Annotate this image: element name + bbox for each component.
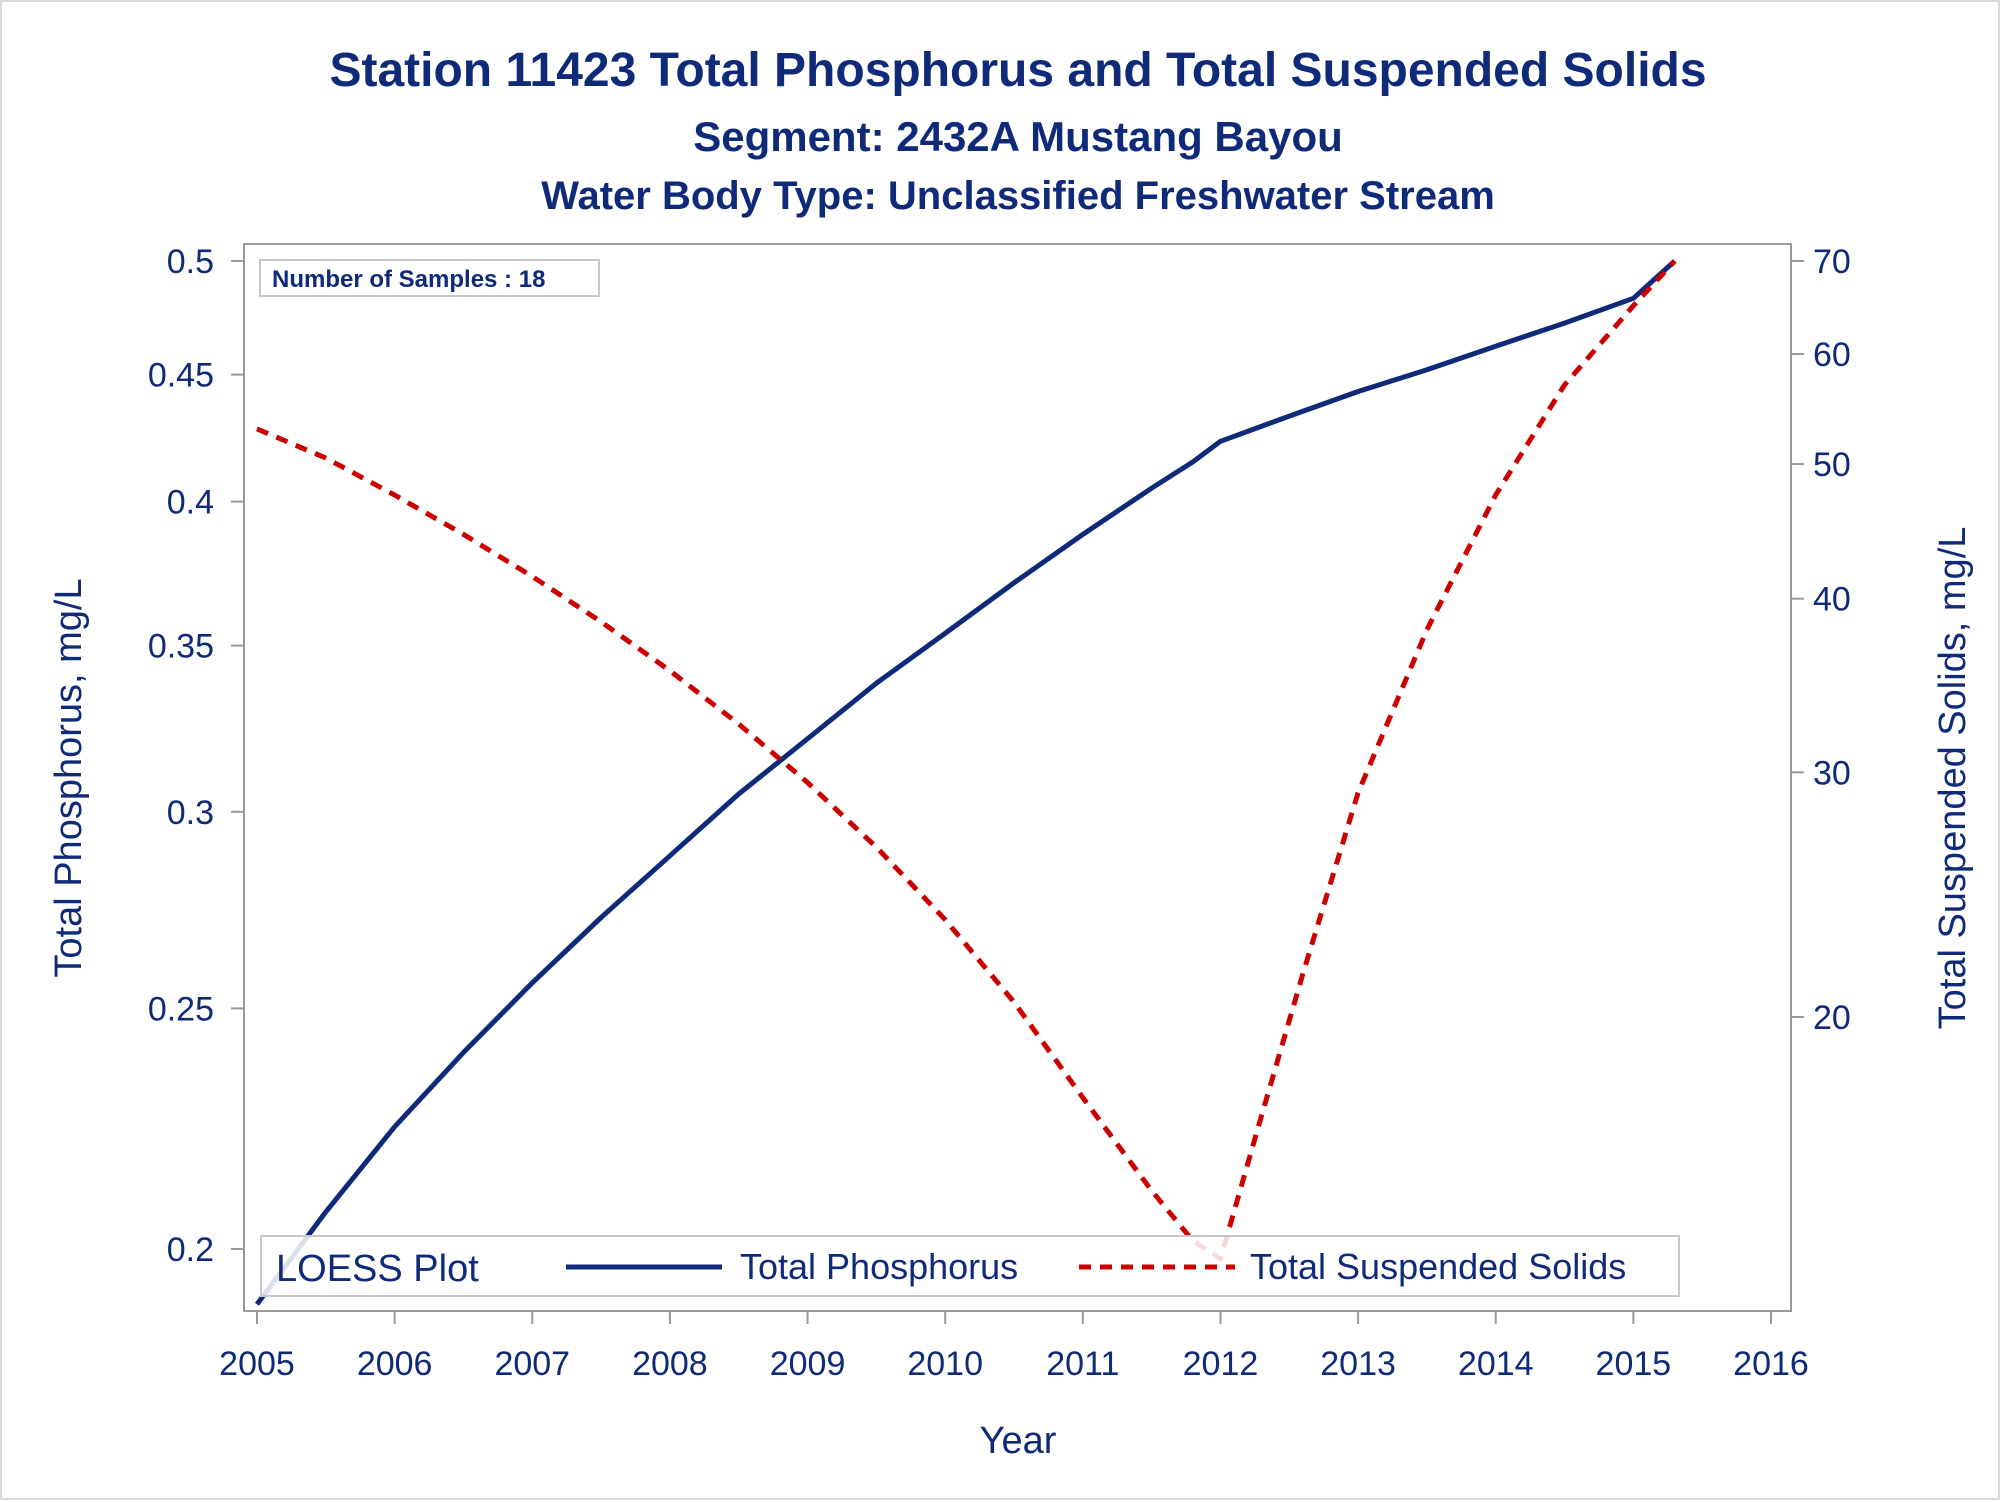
y-tick-label: 0.5 [167,243,214,281]
y2-tick-label: 50 [1813,446,1851,484]
x-tick-label: 2012 [1183,1345,1259,1383]
x-tick-label: 2005 [219,1345,295,1383]
y-axis-right: 20 30 40 50 60 70 [1791,243,1851,1037]
x-tick-label: 2006 [357,1345,433,1383]
sample-count-text: Number of Samples : 18 [272,266,545,293]
y-tick-label: 0.2 [167,1231,214,1269]
x-axis-label: Year [980,1420,1057,1462]
y2-tick-label: 60 [1813,336,1851,374]
y-tick-label: 0.35 [148,628,214,666]
y-tick-label: 0.4 [167,484,214,522]
y-tick-label: 0.25 [148,990,214,1028]
x-tick-label: 2014 [1458,1345,1534,1383]
sample-count-inset: Number of Samples : 18 [259,259,600,297]
series-layer [254,259,1677,1306]
y-axis-left: 0.2 0.25 0.3 0.35 0.4 0.45 0.5 [148,243,244,1269]
legend-title: LOESS Plot [276,1248,479,1290]
y2-tick-label: 40 [1813,581,1851,619]
y2-tick-label: 20 [1813,999,1851,1037]
x-axis: 2005 2006 2007 2008 2009 2010 2011 2012 2013 2014… [219,1311,1809,1383]
x-tick-label: 2008 [632,1345,708,1383]
y-tick-label: 0.3 [167,794,214,832]
sample-count-box [259,259,600,297]
legend-label-phosphorus: Total Phosphorus [740,1246,1018,1287]
y2-tick-label: 70 [1813,243,1851,281]
y-axis-label: Total Phosphorus, mg/L [48,578,90,977]
x-tick-label: 2007 [494,1345,570,1383]
y2-tick-label: 30 [1813,754,1851,792]
x-tick-label: 2011 [1046,1345,1119,1383]
x-tick-label: 2013 [1320,1345,1396,1383]
legend-box [260,1235,1680,1297]
series-line-total-suspended-solids [256,259,1677,1262]
legend: LOESS Plot Total Phosphorus Total Suspen… [260,1235,1680,1297]
series-line-total-phosphorus [254,259,1677,1306]
chart-subtitle-2: Water Body Type: Unclassified Freshwater… [541,174,1495,218]
chart-title: Station 11423 Total Phosphorus and Total… [329,44,1706,97]
x-tick-label: 2009 [770,1345,846,1383]
x-tick-label: 2016 [1733,1345,1809,1383]
plot-area [243,243,1792,1312]
chart-subtitle: Segment: 2432A Mustang Bayou [693,113,1343,160]
y2-axis-label: Total Suspended Solids, mg/L [1932,527,1974,1030]
legend-label-tss: Total Suspended Solids [1250,1246,1626,1287]
y-tick-label: 0.45 [148,357,214,395]
x-tick-label: 2010 [907,1345,983,1383]
x-tick-label: 2015 [1596,1345,1672,1383]
